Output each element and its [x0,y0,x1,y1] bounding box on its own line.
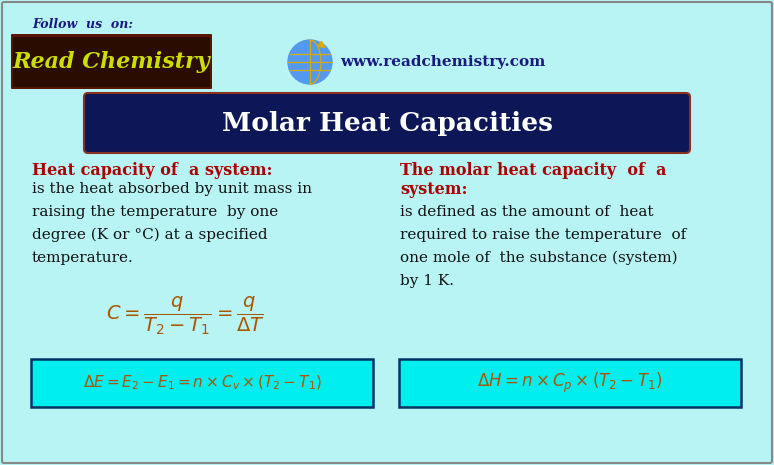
Text: Heat capacity of  a system:: Heat capacity of a system: [32,162,272,179]
FancyBboxPatch shape [31,359,373,407]
Text: Molar Heat Capacities: Molar Heat Capacities [221,111,553,135]
Text: The molar heat capacity  of  a: The molar heat capacity of a [400,162,666,179]
Text: by 1 K.: by 1 K. [400,274,454,288]
Text: one mole of  the substance (system): one mole of the substance (system) [400,251,677,266]
FancyBboxPatch shape [84,93,690,153]
Text: is the heat absorbed by unit mass in: is the heat absorbed by unit mass in [32,182,312,196]
Text: temperature.: temperature. [32,251,134,265]
Text: www.readchemistry.com: www.readchemistry.com [340,55,546,69]
Text: degree (K or °C) at a specified: degree (K or °C) at a specified [32,228,268,242]
Text: required to raise the temperature  of: required to raise the temperature of [400,228,687,242]
Text: Follow  us  on:: Follow us on: [32,18,133,31]
Text: Read Chemistry: Read Chemistry [12,51,211,73]
Text: $\mathit{C} = \dfrac{\mathit{q}}{\mathit{T}_2 - \mathit{T}_1} = \dfrac{\mathit{q: $\mathit{C} = \dfrac{\mathit{q}}{\mathit… [106,295,265,338]
Circle shape [288,40,332,84]
Text: $\Delta \mathit{E} = \mathit{E}_2 - \mathit{E}_1 = \mathit{n} \times \mathit{C}_: $\Delta \mathit{E} = \mathit{E}_2 - \mat… [83,374,321,392]
FancyBboxPatch shape [11,34,212,89]
Text: raising the temperature  by one: raising the temperature by one [32,205,278,219]
Text: is defined as the amount of  heat: is defined as the amount of heat [400,205,653,219]
Text: system:: system: [400,181,467,198]
Text: $\Delta \mathit{H} = \mathit{n} \times \mathit{C}_p \times (\mathit{T}_2 - \math: $\Delta \mathit{H} = \mathit{n} \times \… [478,371,663,395]
FancyBboxPatch shape [399,359,741,407]
FancyBboxPatch shape [13,37,210,87]
